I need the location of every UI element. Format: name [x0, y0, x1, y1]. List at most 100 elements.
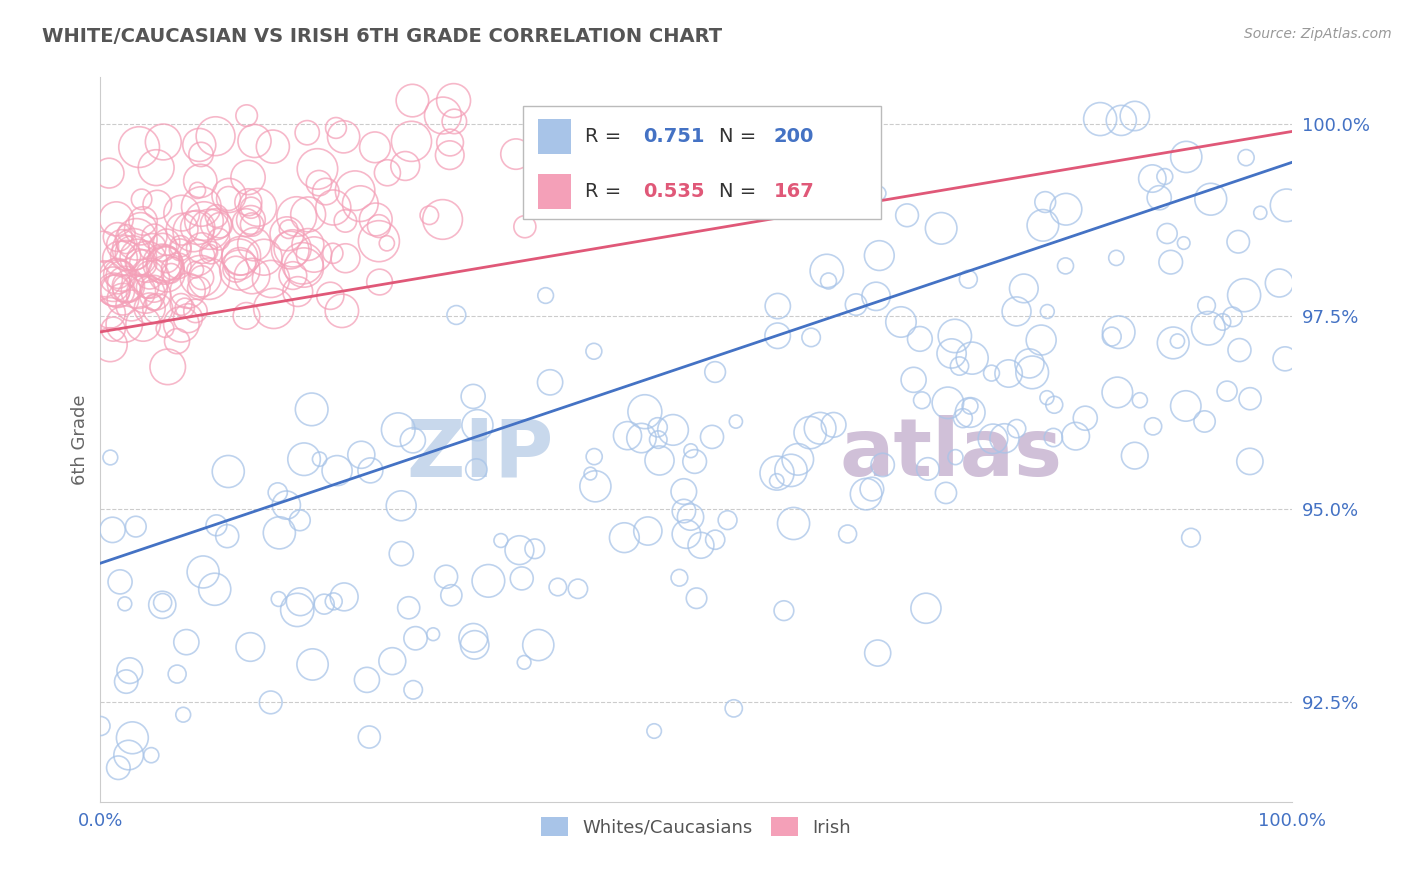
Point	[108, 252, 131, 266]
Point	[446, 308, 468, 322]
Point	[616, 428, 638, 442]
Point	[780, 463, 803, 477]
Point	[166, 334, 188, 348]
Point	[1156, 227, 1178, 241]
Point	[513, 656, 536, 670]
Point	[583, 479, 606, 493]
Point	[153, 256, 176, 270]
Point	[866, 646, 889, 660]
Point	[935, 486, 957, 500]
Point	[236, 170, 259, 185]
Point	[110, 269, 132, 284]
Point	[115, 226, 138, 240]
Point	[959, 405, 981, 419]
Point	[463, 631, 485, 645]
Point	[647, 420, 669, 434]
Point	[191, 241, 214, 255]
Point	[129, 221, 152, 235]
Point	[359, 730, 381, 744]
Point	[613, 531, 636, 545]
Point	[98, 337, 121, 351]
Point	[1054, 202, 1077, 217]
Point	[1175, 150, 1198, 164]
Point	[152, 596, 174, 610]
Point	[1199, 192, 1222, 206]
Point	[1036, 304, 1059, 318]
Point	[239, 640, 262, 654]
Point	[322, 594, 344, 608]
Point	[782, 516, 804, 531]
Point	[837, 527, 859, 541]
Point	[766, 466, 789, 480]
Point	[169, 243, 191, 257]
Point	[364, 212, 387, 227]
Point	[120, 298, 142, 312]
Point	[115, 282, 138, 296]
Point	[997, 367, 1019, 381]
Point	[662, 423, 685, 437]
Point	[218, 192, 240, 206]
Point	[356, 673, 378, 687]
Point	[246, 200, 269, 214]
Point	[799, 425, 821, 440]
Point	[375, 236, 398, 251]
Point	[1018, 356, 1040, 370]
Point	[432, 212, 454, 227]
Point	[184, 262, 207, 277]
Point	[1197, 321, 1219, 335]
Point	[302, 247, 325, 261]
Point	[1012, 281, 1035, 295]
Point	[208, 232, 231, 246]
Point	[297, 126, 319, 140]
Point	[1153, 169, 1175, 184]
Point	[89, 719, 111, 733]
Point	[190, 270, 212, 285]
Point	[314, 597, 336, 611]
Point	[647, 433, 669, 447]
Point	[107, 284, 129, 298]
Text: R =: R =	[585, 128, 628, 146]
Point	[315, 185, 337, 199]
Point	[683, 454, 706, 468]
Point	[260, 272, 283, 286]
Point	[1123, 449, 1146, 463]
Point	[1274, 351, 1296, 366]
Point	[127, 251, 149, 265]
Point	[170, 297, 193, 311]
Point	[936, 396, 959, 410]
Point	[1147, 191, 1170, 205]
Point	[239, 213, 262, 227]
Point	[700, 430, 723, 444]
Point	[98, 166, 121, 180]
Point	[1166, 334, 1188, 348]
Point	[1268, 276, 1291, 290]
Point	[225, 262, 247, 277]
Point	[773, 604, 796, 618]
Point	[765, 474, 787, 488]
Point	[1005, 422, 1028, 436]
Point	[191, 565, 214, 579]
Point	[217, 465, 239, 479]
Point	[465, 462, 488, 476]
Point	[508, 543, 530, 558]
Point	[118, 664, 141, 678]
Point	[107, 761, 129, 775]
Point	[172, 707, 194, 722]
Point	[398, 600, 420, 615]
Point	[177, 311, 200, 326]
Point	[1173, 235, 1195, 250]
Point	[890, 315, 912, 329]
Point	[307, 161, 329, 176]
Point	[367, 234, 389, 248]
Point	[198, 271, 221, 285]
Point	[115, 674, 138, 689]
Point	[114, 277, 136, 292]
Point	[467, 418, 489, 433]
Point	[122, 243, 145, 257]
Point	[269, 525, 291, 540]
Point	[160, 266, 183, 280]
Point	[418, 208, 440, 222]
Point	[243, 134, 266, 148]
Point	[1142, 419, 1164, 434]
Point	[93, 272, 115, 286]
